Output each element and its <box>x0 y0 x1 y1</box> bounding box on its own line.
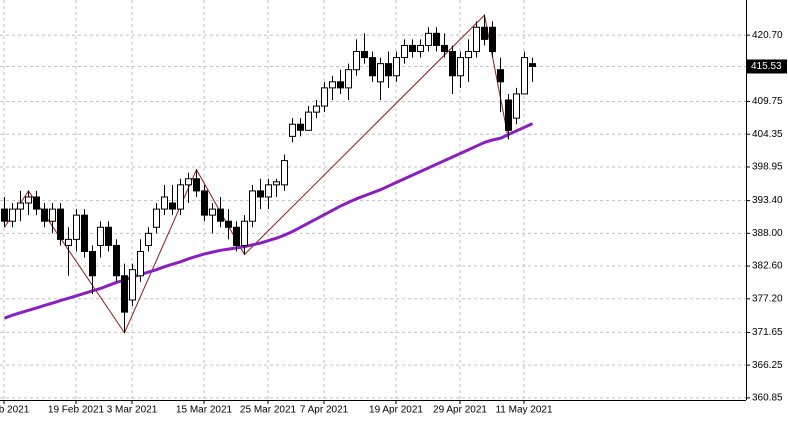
candle-body <box>129 269 136 301</box>
candle-body <box>513 93 520 119</box>
candle-body <box>57 208 64 240</box>
y-tick-label: 366.25 <box>752 360 783 371</box>
candle-body <box>289 123 296 137</box>
candle-body <box>25 196 32 204</box>
candle-body <box>441 44 448 53</box>
candle-body <box>177 184 184 210</box>
candle-body <box>273 181 280 186</box>
x-tick-label: 25 Mar 2021 <box>240 405 297 416</box>
x-tick-label: 7 Apr 2021 <box>300 405 349 416</box>
y-tick-label: 382.60 <box>752 261 783 272</box>
y-tick-label: 360.85 <box>752 393 783 404</box>
candle-body <box>449 51 456 77</box>
candle-body <box>145 232 152 246</box>
candle-body <box>105 226 112 246</box>
candle-body <box>337 81 344 89</box>
candle-body <box>225 220 232 228</box>
candle-body <box>9 208 16 222</box>
candle-body <box>489 26 496 53</box>
candle-body <box>345 69 352 89</box>
candle-body <box>257 190 264 198</box>
candle-body <box>17 202 24 210</box>
last-price-label: 415.53 <box>751 61 782 72</box>
x-tick-label: 9 Feb 2021 <box>0 405 30 416</box>
candle-body <box>465 51 472 59</box>
candle-body <box>313 105 320 113</box>
candle-body <box>201 190 208 216</box>
candle-body <box>113 244 120 277</box>
candle-body <box>193 178 200 192</box>
candle-body <box>377 63 384 83</box>
y-tick-label: 377.20 <box>752 293 783 304</box>
candle-body <box>305 111 312 131</box>
candle-body <box>409 44 416 53</box>
candle-body <box>41 208 48 222</box>
y-tick-label: 398.95 <box>752 162 783 173</box>
candle-body <box>361 51 368 59</box>
x-tick-label: 15 Mar 2021 <box>176 405 233 416</box>
y-tick-label: 404.35 <box>752 129 783 140</box>
y-tick-label: 409.75 <box>752 96 783 107</box>
x-tick-label: 19 Apr 2021 <box>369 405 423 416</box>
candle-body <box>65 238 72 246</box>
candle-body <box>425 32 432 46</box>
candle-body <box>33 196 40 210</box>
candle-body <box>433 32 440 46</box>
candle-body <box>321 87 328 107</box>
y-tick-label: 371.65 <box>752 327 783 338</box>
last-price-box <box>747 59 787 74</box>
candle-body <box>73 214 80 240</box>
candle-body <box>401 44 408 59</box>
candle-body <box>233 226 240 246</box>
candle-body <box>329 81 336 89</box>
candle-body <box>521 57 528 95</box>
x-tick-label: 29 Apr 2021 <box>433 405 487 416</box>
candle-body <box>161 196 168 210</box>
y-tick-label: 420.70 <box>752 30 783 41</box>
candle-body <box>217 208 224 222</box>
candle-body <box>297 123 304 131</box>
candle-body <box>153 208 160 228</box>
candle-body <box>529 63 536 67</box>
candle-body <box>1 208 8 222</box>
candle-body <box>505 99 512 131</box>
candle-body <box>209 208 216 216</box>
candle-body <box>169 202 176 210</box>
candle-body <box>89 251 96 277</box>
candle-body <box>265 184 272 198</box>
candle-body <box>417 44 424 53</box>
candle-body <box>137 251 144 277</box>
x-tick-label: 3 Mar 2021 <box>107 405 158 416</box>
candle-body <box>241 220 248 246</box>
candle-body <box>249 190 256 222</box>
candle-body <box>281 160 288 186</box>
candle-body <box>121 275 128 313</box>
x-tick-label: 11 May 2021 <box>495 405 553 416</box>
candle-body <box>97 226 104 246</box>
candle-body <box>49 208 56 222</box>
x-tick-label: 19 Feb 2021 <box>48 405 105 416</box>
candle-body <box>385 63 392 77</box>
candle-body <box>481 26 488 40</box>
candle-body <box>369 57 376 77</box>
candle-body <box>81 214 88 253</box>
candle-body <box>393 57 400 77</box>
plot-area <box>1 14 536 334</box>
candle-body <box>497 69 504 83</box>
candle-body <box>457 57 464 77</box>
candle-body <box>185 178 192 186</box>
candle-body <box>353 51 360 71</box>
y-tick-label: 393.40 <box>752 195 783 206</box>
candle-body <box>473 26 480 53</box>
y-tick-label: 388.00 <box>752 228 783 239</box>
